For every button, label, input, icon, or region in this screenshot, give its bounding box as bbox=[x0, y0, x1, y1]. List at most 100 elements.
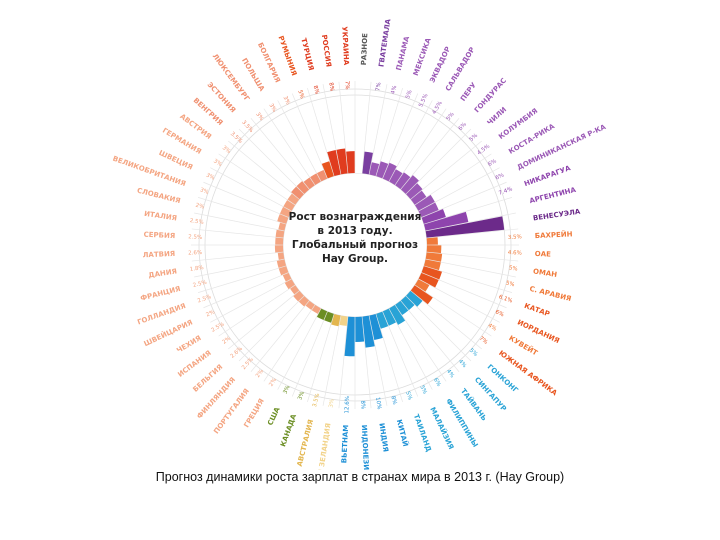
bar bbox=[324, 311, 334, 323]
bar bbox=[305, 300, 315, 310]
value-label: 12.6% bbox=[344, 396, 351, 414]
grid-spoke bbox=[197, 265, 287, 293]
category-label: ШВЕЦИЯ bbox=[158, 149, 194, 172]
bar bbox=[279, 206, 292, 218]
bar bbox=[287, 193, 300, 205]
value-label: 2.6% bbox=[188, 250, 202, 257]
value-label: 3% bbox=[221, 145, 232, 155]
bar bbox=[274, 245, 284, 253]
grid-spoke bbox=[238, 128, 305, 195]
value-label: 3% bbox=[212, 158, 223, 168]
category-label: ЧЕХИЯ bbox=[175, 334, 202, 355]
grid-spoke bbox=[425, 212, 516, 232]
chart-center-title: Рост вознаграждения в 2013 году. Глобаль… bbox=[280, 210, 430, 266]
value-label: 5% bbox=[418, 385, 427, 395]
value-label: 3.5% bbox=[508, 234, 522, 241]
category-label: АРГЕНТИНА bbox=[529, 186, 578, 205]
bar bbox=[339, 315, 348, 326]
category-label: ИНДОНЕЗИЯ bbox=[360, 425, 370, 470]
grid-spoke bbox=[250, 118, 310, 190]
grid-spoke bbox=[228, 140, 300, 200]
category-label: БАХРЕЙН bbox=[535, 229, 573, 240]
bar bbox=[291, 186, 304, 200]
bar bbox=[415, 194, 435, 211]
grid-spoke bbox=[191, 251, 284, 262]
bar bbox=[400, 296, 415, 311]
bar bbox=[406, 290, 423, 307]
grid-spoke bbox=[322, 84, 342, 175]
value-label: 2% bbox=[221, 336, 232, 346]
bar bbox=[426, 245, 442, 254]
bar bbox=[275, 237, 284, 245]
bar bbox=[369, 162, 380, 177]
category-label: КАТАР bbox=[523, 302, 551, 318]
grid-spoke bbox=[382, 93, 419, 179]
bar bbox=[362, 315, 375, 348]
grid-spoke bbox=[338, 316, 349, 409]
value-label: 3% bbox=[328, 399, 335, 409]
grid-spoke bbox=[375, 313, 403, 403]
bar bbox=[426, 237, 438, 245]
bar bbox=[400, 175, 419, 194]
bar bbox=[344, 316, 355, 357]
category-label: ДОМИНИКАНСКАЯ Р-КА bbox=[516, 123, 608, 172]
value-label: 5% bbox=[296, 89, 305, 99]
category-label: США bbox=[266, 405, 282, 426]
grid-spoke bbox=[382, 311, 419, 397]
grid-spoke bbox=[410, 140, 482, 200]
value-label: 5% bbox=[446, 111, 456, 122]
grid-spoke bbox=[194, 212, 285, 232]
grid-spoke bbox=[361, 316, 372, 409]
category-label: ЮЖНАЯ АФРИКА bbox=[497, 349, 559, 398]
category-label: ПАНАМА bbox=[395, 35, 411, 71]
category-label: ТУРЦИЯ bbox=[299, 37, 315, 71]
grid-spoke bbox=[400, 300, 460, 372]
grid-spoke bbox=[388, 308, 433, 390]
grid-spoke bbox=[291, 311, 328, 397]
value-label: 2% bbox=[195, 203, 205, 211]
bar bbox=[376, 311, 389, 329]
grid-spoke bbox=[210, 278, 292, 323]
category-label: ТАИЛАНД bbox=[412, 413, 433, 453]
value-label: 8% bbox=[327, 82, 334, 92]
value-label: 7.4% bbox=[498, 186, 513, 196]
value-label: 2% bbox=[255, 369, 265, 380]
grid-spoke bbox=[263, 304, 316, 382]
bar bbox=[382, 162, 397, 182]
category-label: МЕКСИКА bbox=[412, 36, 433, 77]
value-label: 3% bbox=[205, 172, 215, 181]
bar bbox=[298, 296, 310, 307]
category-label: ИТАЛИЯ bbox=[144, 210, 178, 223]
grid-spoke bbox=[400, 118, 460, 190]
grid-spoke bbox=[203, 181, 289, 218]
value-label: 1.8% bbox=[189, 265, 204, 273]
bar bbox=[276, 259, 287, 268]
value-label: 4.5% bbox=[432, 100, 444, 115]
value-label: 6% bbox=[495, 172, 505, 181]
value-label: 2% bbox=[205, 309, 215, 318]
grid-spoke bbox=[218, 284, 296, 337]
bar bbox=[418, 202, 439, 218]
value-label: 3% bbox=[282, 385, 291, 395]
bar bbox=[425, 252, 443, 262]
category-label: НИКАРАГУА bbox=[523, 164, 572, 188]
grid-spoke bbox=[394, 304, 447, 382]
bar bbox=[410, 190, 427, 205]
value-label: 5% bbox=[404, 391, 413, 401]
category-label: УКРАИНА bbox=[340, 26, 350, 66]
bar bbox=[311, 305, 321, 314]
center-title-line: в 2013 году. bbox=[317, 225, 393, 237]
grid-spoke bbox=[421, 181, 507, 218]
bar bbox=[406, 183, 423, 200]
grid-spoke bbox=[228, 290, 300, 350]
bar bbox=[293, 290, 304, 302]
bar bbox=[423, 211, 469, 231]
chart-rings bbox=[191, 81, 519, 409]
category-label: ПЕРУ bbox=[459, 81, 478, 103]
category-label: ГРЕЦИЯ bbox=[243, 397, 266, 429]
bar bbox=[284, 279, 295, 290]
grid-spoke bbox=[394, 108, 447, 186]
grid-spoke bbox=[405, 128, 472, 195]
grid-spoke bbox=[238, 295, 305, 362]
grid-spoke bbox=[410, 290, 482, 350]
